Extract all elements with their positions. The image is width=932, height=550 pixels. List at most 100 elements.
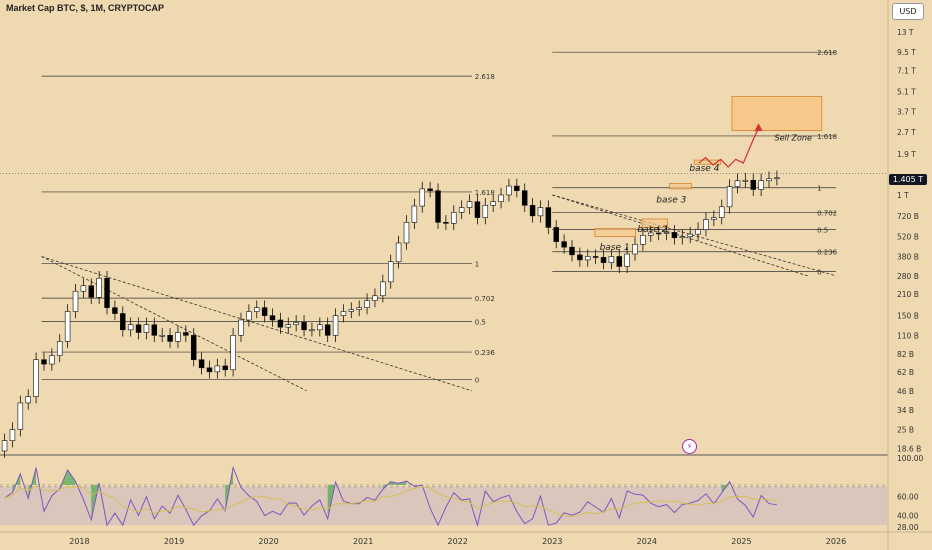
rsi-y-tick-label: 28.00 <box>897 523 919 532</box>
y-tick-label: 62 B <box>897 368 914 377</box>
rsi-y-tick-label: 60.00 <box>897 492 919 501</box>
candle <box>33 359 39 397</box>
projection-path <box>698 128 759 168</box>
y-tick-label: 82 B <box>897 350 914 359</box>
candle <box>246 311 252 321</box>
candle <box>25 396 31 404</box>
candle <box>482 204 489 218</box>
candle <box>490 201 496 206</box>
y-tick-label: 13 T <box>897 28 914 37</box>
candle <box>458 207 465 213</box>
candle <box>293 322 299 326</box>
candle <box>64 311 71 342</box>
candle <box>230 335 236 371</box>
candle <box>198 359 205 369</box>
candle <box>695 229 701 235</box>
rsi-band <box>0 486 888 526</box>
candle <box>592 256 599 258</box>
y-tick-label: 380 B <box>897 252 919 261</box>
candle <box>766 178 772 182</box>
y-tick-label: 210 B <box>897 290 919 299</box>
base-label: base 2 <box>637 225 667 235</box>
candle <box>238 319 244 336</box>
candle <box>1 440 8 452</box>
candle <box>711 217 717 220</box>
candle <box>277 319 284 328</box>
candle <box>498 194 504 202</box>
candle <box>545 207 552 228</box>
base-box <box>641 218 669 228</box>
projection-arrowhead <box>754 123 763 132</box>
rsi-line <box>4 465 777 528</box>
candle <box>616 256 623 267</box>
candle <box>577 254 583 261</box>
candle <box>88 285 95 298</box>
candle <box>309 329 315 332</box>
candle <box>17 402 24 430</box>
y-tick-label: 520 B <box>897 233 919 242</box>
candle <box>726 186 733 208</box>
y-tick-label: 18.6 B <box>897 444 921 453</box>
fib-level-label: 1.618 <box>475 189 495 197</box>
candle <box>750 179 756 190</box>
fib-level-label: 0.702 <box>817 210 837 218</box>
candle <box>127 324 134 331</box>
candle <box>466 201 473 208</box>
sell-zone <box>731 96 823 132</box>
candle <box>411 205 418 223</box>
candle <box>419 188 425 207</box>
x-tick-label: 2024 <box>637 537 657 546</box>
candle <box>301 322 307 331</box>
fib-level-label: 1 <box>817 185 821 193</box>
candle <box>703 219 709 230</box>
base-label: base 4 <box>689 164 719 174</box>
candle <box>269 315 276 321</box>
candle <box>317 324 323 331</box>
candle <box>254 307 260 312</box>
y-tick-label: 34 B <box>897 406 914 415</box>
lightning-icon[interactable]: ⚡ <box>682 439 697 454</box>
y-tick-label: 1 T <box>897 191 909 200</box>
y-tick-label: 46 B <box>897 387 914 396</box>
y-tick-label: 3.7 T <box>897 108 916 117</box>
candle <box>443 222 449 224</box>
candle <box>348 309 355 312</box>
currency-button[interactable]: USD <box>892 3 924 20</box>
fib-level-label: 0.5 <box>817 227 828 235</box>
candle <box>585 256 591 261</box>
x-tick-label: 2020 <box>258 537 278 546</box>
candle <box>222 365 228 371</box>
candle <box>356 307 362 310</box>
base-box <box>594 228 636 237</box>
rsi-y-tick-label: 100.00 <box>897 454 923 463</box>
candle <box>49 355 55 365</box>
candle <box>324 324 331 336</box>
y-tick-label: 5.1 T <box>897 87 916 96</box>
candle <box>332 315 339 336</box>
candle <box>56 341 63 356</box>
base-label: base 3 <box>656 195 686 205</box>
candle <box>569 246 575 256</box>
candle <box>159 335 165 337</box>
y-tick-label: 1.9 T <box>897 150 916 159</box>
candle <box>718 206 725 218</box>
candle <box>427 188 433 191</box>
candle <box>451 212 457 224</box>
candle <box>624 253 630 267</box>
candle <box>600 257 607 263</box>
chart-title: Market Cap BTC, $, 1M, CRYPTOCAP <box>6 3 165 13</box>
candle <box>774 177 780 180</box>
base-box <box>669 182 692 190</box>
candle <box>80 285 87 292</box>
candle <box>640 235 646 245</box>
candle <box>734 180 741 187</box>
candle <box>608 256 615 263</box>
candle <box>758 180 764 190</box>
fib-level-label: 0 <box>475 376 479 384</box>
candle <box>175 332 181 342</box>
candle <box>679 236 686 239</box>
candle <box>96 277 102 298</box>
x-tick-label: 2025 <box>731 537 751 546</box>
trend-line <box>552 194 837 277</box>
